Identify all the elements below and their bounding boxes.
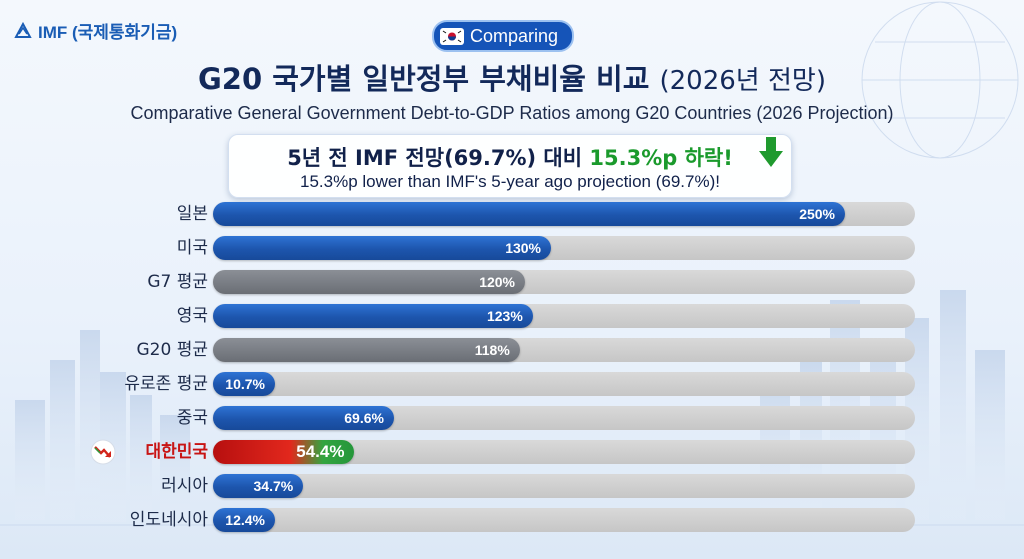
category-label: G7 평균 — [147, 272, 208, 292]
callout-line-1-text: 5년 전 IMF 전망(69.7%) 대비 — [287, 146, 590, 170]
bar-value-label: 118% — [474, 342, 510, 358]
page-subtitle: Comparative General Government Debt-to-G… — [130, 103, 894, 123]
bar-value-label: 34.7% — [253, 478, 294, 494]
bar — [213, 338, 520, 362]
bar-value-label: 54.4% — [296, 442, 345, 461]
bar-row: 일본 250% — [0, 202, 1024, 226]
bar — [213, 304, 533, 328]
bar-track — [213, 372, 915, 396]
bar-row: 유로존 평균 10.7% — [0, 372, 1024, 396]
title-suffix: (2026년 전망) — [659, 66, 826, 96]
category-label: 중국 — [176, 408, 208, 428]
bar-row: G7 평균 120% — [0, 270, 1024, 294]
category-label: 미국 — [176, 238, 208, 258]
logo-text: IMF (국제통화기금) — [38, 23, 178, 42]
bar-value-label: 123% — [486, 308, 523, 324]
bar — [213, 508, 275, 532]
bar — [213, 440, 355, 464]
bar-value-label: 10.7% — [225, 376, 265, 392]
highlight-callout: 5년 전 IMF 전망(69.7%) 대비 15.3%p 하락! 15.3%p … — [228, 134, 792, 198]
bar-value-label: 120% — [479, 274, 515, 290]
category-label: 유로존 평균 — [124, 374, 208, 394]
comparing-tag: Comparing — [432, 20, 575, 52]
callout-line-1: 5년 전 IMF 전망(69.7%) 대비 15.3%p 하락! — [229, 142, 791, 172]
bar-row: 인도네시아 12.4% — [0, 508, 1024, 532]
category-label: 영국 — [176, 306, 208, 326]
bar — [213, 406, 394, 430]
title-main: G20 국가별 일반정부 부채비율 비교 — [198, 62, 650, 96]
bar — [213, 474, 304, 498]
callout-line-2: 15.3%p lower than IMF's 5-year ago proje… — [300, 172, 720, 191]
bar — [213, 372, 275, 396]
callout-highlight: 15.3%p 하락! — [589, 146, 733, 170]
bar-track — [213, 474, 915, 498]
korea-flag-icon — [440, 27, 464, 45]
category-label: 대한민국 — [145, 442, 208, 462]
bar-row: 러시아 34.7% — [0, 474, 1024, 498]
red-trend-down-icon — [90, 439, 116, 465]
bar-row: 대한민국 54.4% — [0, 440, 1024, 464]
bar-value-label: 250% — [799, 206, 835, 222]
bar-row: 영국 123% — [0, 304, 1024, 328]
bar-value-label: 69.6% — [344, 410, 384, 426]
bar — [213, 270, 525, 294]
globe-logo-icon — [14, 21, 32, 38]
bar-track — [213, 508, 915, 532]
bar-row: G20 평균 118% — [0, 338, 1024, 362]
tag-label: Comparing — [470, 25, 559, 46]
category-label: 러시아 — [161, 476, 208, 496]
bar — [213, 202, 845, 226]
imf-logo: IMF (국제통화기금) — [14, 18, 177, 43]
bar-row: 중국 69.6% — [0, 406, 1024, 430]
bar — [213, 236, 551, 260]
green-down-arrow-icon — [759, 137, 783, 167]
bar-value-label: 130% — [505, 240, 541, 256]
page-title: G20 국가별 일반정부 부채비율 비교 (2026년 전망) — [0, 56, 1024, 98]
bar-row: 미국 130% — [0, 236, 1024, 260]
category-label: G20 평균 — [136, 340, 209, 360]
category-label: 일본 — [176, 204, 208, 224]
bar-value-label: 12.4% — [225, 512, 265, 528]
category-label: 인도네시아 — [129, 510, 208, 530]
